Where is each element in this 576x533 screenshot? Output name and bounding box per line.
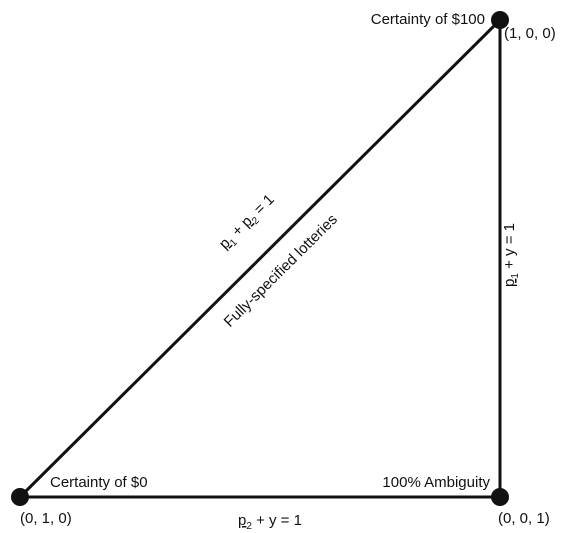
- var: p: [501, 279, 518, 287]
- edge: [18, 18, 502, 499]
- node-coords: (0, 0, 1): [498, 510, 550, 527]
- node-coords: (1, 0, 0): [504, 25, 556, 42]
- vertex: [11, 488, 29, 506]
- subscript: 1: [510, 273, 521, 279]
- subscript: 2: [246, 521, 252, 532]
- edge-label: p2 + y = 1: [238, 512, 302, 532]
- node-label: Certainty of $100: [371, 11, 485, 28]
- edge-label: p1 + y = 1: [501, 223, 521, 287]
- node-label: Certainty of $0: [50, 474, 148, 491]
- vertex: [491, 488, 509, 506]
- node-coords: (0, 1, 0): [20, 510, 72, 527]
- text: + y = 1: [501, 223, 518, 273]
- var: p: [238, 512, 246, 529]
- edge-label: p1 + p2 = 1: [216, 191, 280, 255]
- vertex: [491, 11, 509, 29]
- node-label: 100% Ambiguity: [382, 474, 490, 491]
- triangle: [18, 18, 502, 499]
- text: + y = 1: [252, 512, 302, 529]
